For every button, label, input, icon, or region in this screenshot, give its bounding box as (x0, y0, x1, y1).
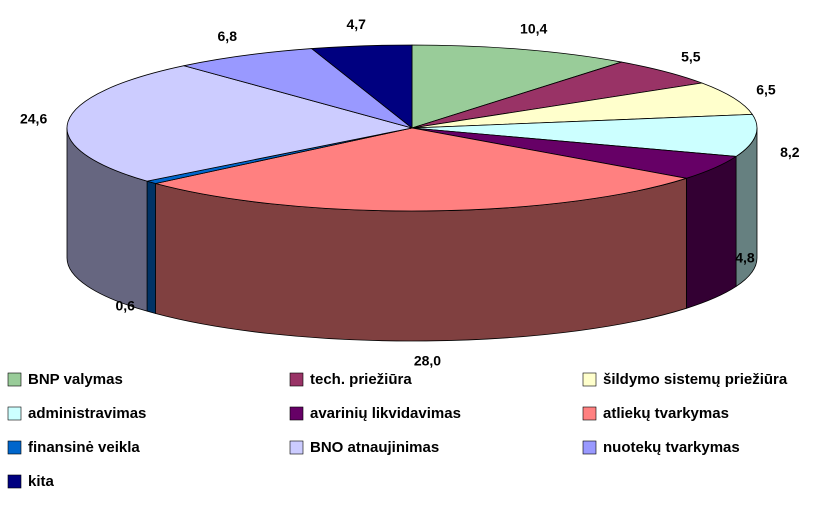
legend-label: šildymo sistemų priežiūra (603, 371, 788, 388)
legend-swatch (7, 440, 22, 455)
pie-slice (311, 44, 413, 129)
legend-label: tech. priežiūra (310, 371, 412, 388)
data-label: 6,5 (756, 81, 776, 97)
legend-swatch (582, 406, 597, 421)
legend-swatch (289, 406, 304, 421)
pie-side (685, 156, 737, 309)
legend-label: nuotekų tvarkymas (603, 439, 740, 456)
legend-label: BNP valymas (28, 371, 123, 388)
legend-label: finansinė veikla (28, 439, 140, 456)
pie-side (146, 180, 156, 314)
pie-slice (66, 65, 413, 182)
data-label: 8,2 (780, 144, 800, 160)
legend-label: administravimas (28, 405, 146, 422)
data-label: 5,5 (681, 48, 701, 64)
legend-label: avarinių likvidavimas (310, 405, 461, 422)
legend-label: kita (28, 473, 55, 490)
legend-label: atliekų tvarkymas (603, 405, 729, 422)
legend-swatch (7, 406, 22, 421)
data-label: 4,8 (735, 250, 755, 266)
legend-swatch (7, 372, 22, 387)
data-label: 28,0 (414, 352, 441, 368)
legend-swatch (289, 440, 304, 455)
data-label: 24,6 (20, 111, 47, 127)
pie-slice (411, 113, 758, 157)
legend-swatch (582, 372, 597, 387)
data-label: 0,6 (115, 297, 135, 313)
data-label: 6,8 (218, 28, 238, 44)
pie-slice (411, 82, 753, 129)
legend-swatch (7, 474, 22, 489)
data-label: 10,4 (520, 20, 547, 36)
legend-swatch (289, 372, 304, 387)
data-label: 4,7 (346, 16, 366, 32)
pie-slice (155, 127, 687, 212)
pie-slice (411, 44, 622, 129)
legend-label: BNO atnaujinimas (310, 439, 439, 456)
legend-swatch (582, 440, 597, 455)
pie-slice (183, 48, 413, 129)
